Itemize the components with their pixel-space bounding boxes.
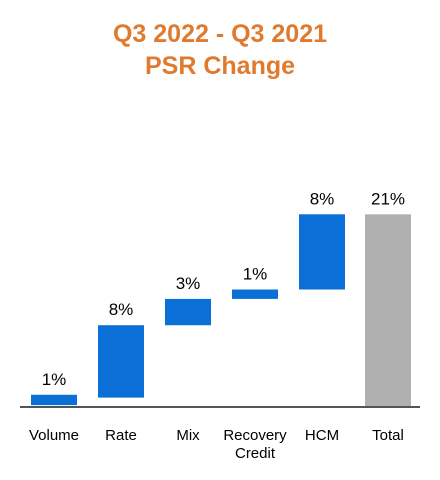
bar-hcm (299, 214, 345, 290)
bar-rate (98, 325, 144, 398)
category-label-hcm: HCM (305, 427, 339, 444)
data-label-hcm: 8% (310, 189, 335, 208)
data-label-mix: 3% (176, 274, 201, 293)
category-label-rate: Rate (105, 427, 137, 444)
data-label-volume: 1% (42, 370, 67, 389)
chart-title-line-1: Q3 2022 - Q3 2021 (112, 20, 328, 48)
bar-total (365, 214, 411, 407)
category-label-mix: Mix (176, 427, 200, 444)
category-label-recovery-credit-line-1: Recovery (223, 427, 287, 444)
category-label-recovery-credit-line-2: Credit (235, 445, 276, 462)
bar-recovery-credit (232, 289, 278, 299)
bar-volume (31, 394, 77, 406)
data-label-total: 21% (371, 189, 405, 208)
data-label-rate: 8% (109, 300, 134, 319)
category-label-total: Total (372, 427, 404, 444)
category-label-volume: Volume (29, 427, 79, 444)
chart-title-line-2: PSR Change (144, 52, 296, 80)
data-label-recovery-credit: 1% (243, 265, 268, 284)
bar-mix (165, 298, 211, 326)
